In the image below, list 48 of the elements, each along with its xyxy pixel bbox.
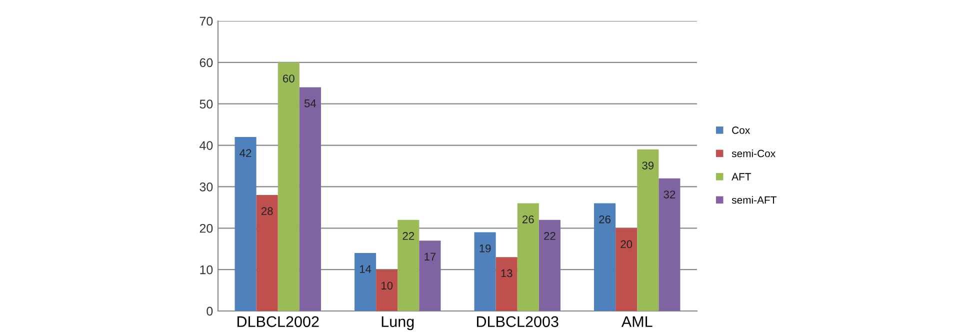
- bar: [474, 232, 496, 311]
- legend-label: semi-Cox: [732, 150, 776, 158]
- data-label: 60: [283, 74, 294, 82]
- bar: [517, 203, 539, 311]
- data-label: 32: [664, 190, 676, 198]
- data-label: 22: [402, 232, 414, 240]
- bar: [299, 87, 321, 311]
- bar: [376, 270, 398, 311]
- data-label: 10: [382, 282, 393, 290]
- y-tick-label: 40: [200, 141, 213, 150]
- bar: [256, 195, 278, 311]
- bar: [616, 228, 638, 311]
- x-tick-label: DLBCL2002: [238, 316, 319, 328]
- data-label: 39: [642, 162, 654, 170]
- data-label: 22: [544, 232, 556, 240]
- y-tick-label: 20: [200, 224, 213, 233]
- data-label: 54: [304, 100, 316, 108]
- bar: [594, 203, 616, 311]
- x-tick-label: AML: [621, 316, 652, 327]
- x-tick-label: DLBCL2003: [477, 316, 558, 328]
- bar: [398, 220, 420, 311]
- bar: [496, 257, 518, 311]
- data-label: 42: [240, 149, 252, 157]
- data-label: 17: [424, 252, 436, 260]
- y-tick-label: 60: [200, 58, 213, 68]
- bar: [658, 178, 680, 311]
- y-tick-label: 10: [200, 265, 213, 274]
- x-tick-label: Lung: [382, 316, 414, 330]
- bar: [234, 137, 256, 311]
- y-tick-label: 30: [200, 182, 213, 192]
- y-tick-label: 70: [200, 16, 213, 26]
- legend-label: AFT: [732, 173, 752, 180]
- data-label: 28: [261, 207, 273, 216]
- data-label: 14: [360, 265, 372, 273]
- data-label: 26: [522, 215, 534, 224]
- y-tick-label: 50: [200, 100, 213, 109]
- bar: [637, 149, 659, 311]
- bar: [538, 220, 560, 311]
- bar: [354, 253, 376, 311]
- bar: [278, 62, 300, 311]
- data-label: 20: [620, 240, 632, 248]
- y-tick-label: 0: [206, 306, 213, 316]
- data-label: 19: [480, 244, 491, 252]
- bar: [419, 240, 441, 311]
- data-label: 26: [599, 215, 610, 224]
- legend-label: semi-AFT: [732, 196, 776, 204]
- data-label: 13: [501, 269, 512, 278]
- legend-label: Cox: [732, 126, 750, 134]
